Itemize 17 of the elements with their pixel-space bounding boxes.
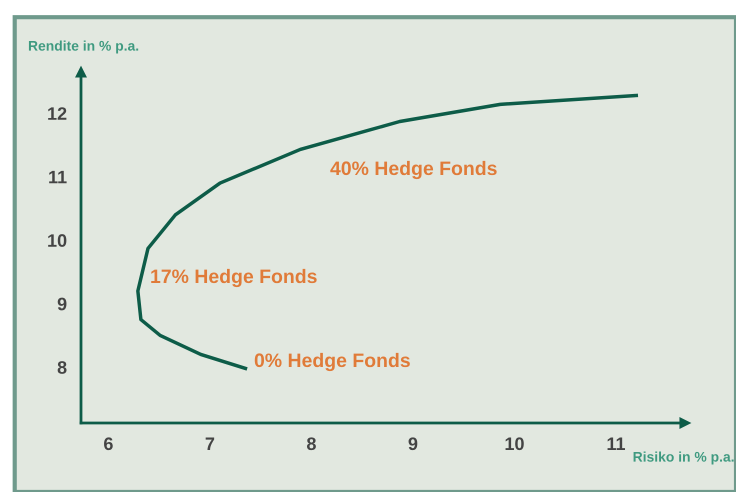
y-tick-label: 9: [58, 298, 66, 310]
annotation: 17% Hedge Fonds: [151, 268, 317, 288]
y-tick-label: 8: [58, 361, 67, 374]
x-tick-label: 8: [306, 437, 316, 450]
x-tick-label: 9: [408, 437, 418, 450]
y-tick-label: 12: [48, 107, 66, 120]
x-tick-label: 6: [104, 437, 113, 450]
y-axis-title: Rendite in % p.a.: [28, 40, 138, 54]
y-tick-label: 10: [48, 234, 66, 247]
x-tick-label: 10: [506, 437, 524, 450]
x-tick-label: 7: [206, 438, 214, 450]
y-tick-label: 11: [49, 170, 67, 184]
annotation: 40% Hedge Fonds: [330, 160, 497, 180]
annotation: 0% Hedge Fonds: [254, 352, 410, 372]
x-tick-label: 11: [608, 438, 626, 450]
x-axis-title: Risiko in % p.a.: [634, 452, 734, 464]
line-series: [136, 94, 638, 370]
